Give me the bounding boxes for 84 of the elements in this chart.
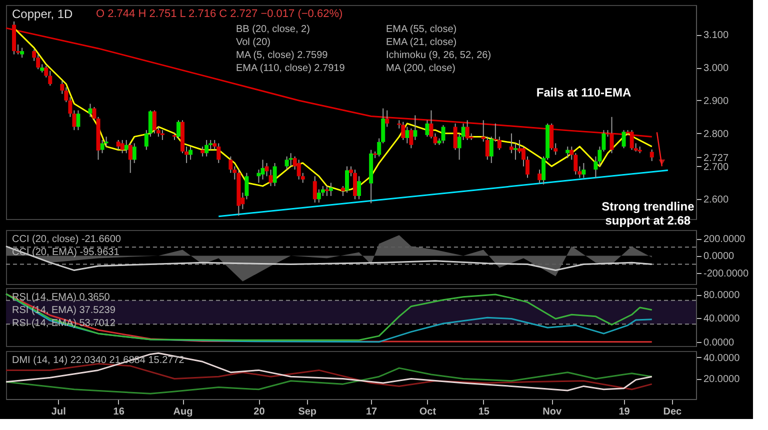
candlestick — [260, 159, 265, 180]
candlestick — [216, 142, 221, 164]
y-tick-label: 2.800 — [704, 128, 729, 140]
y-tick-label: 2.600 — [704, 194, 729, 206]
x-tick-label: Jul — [51, 406, 66, 418]
candlestick — [344, 166, 349, 194]
line-series — [5, 246, 653, 272]
chart-title: Copper, 1D — [12, 7, 74, 21]
candlestick — [284, 156, 289, 170]
candlestick — [312, 176, 317, 204]
annotation: Strong trendline support at 2.68 — [602, 199, 695, 228]
candlestick — [36, 54, 40, 70]
y-tick-label: 0.0000 — [704, 251, 735, 262]
candlestick — [566, 146, 570, 159]
line-series — [5, 352, 653, 392]
candlestick — [441, 124, 446, 144]
y-tick-label: 2.900 — [704, 96, 729, 107]
candlestick — [425, 120, 430, 138]
candlestick — [316, 188, 321, 204]
x-tick-label: Oct — [419, 406, 437, 418]
x-tick-label: Dec — [663, 406, 682, 418]
candlestick — [328, 182, 333, 196]
y-tick-label: 3.100 — [704, 30, 729, 42]
candlestick — [20, 47, 24, 58]
candlestick — [128, 142, 132, 174]
x-tick-label: 19 — [618, 406, 630, 418]
y-tick-label: 80.0000 — [704, 290, 740, 302]
x-tick-label: Aug — [173, 406, 193, 418]
annotation: EMA (55, close) — [386, 24, 457, 35]
candlestick — [48, 70, 52, 86]
candlestick — [357, 176, 362, 200]
y-tick-label: 2.727 — [704, 152, 729, 164]
candlestick — [120, 139, 124, 154]
annotation: MA (5, close) 2.7599 — [236, 50, 328, 61]
candlestick — [124, 139, 128, 154]
x-tick-label: 15 — [478, 406, 490, 418]
candlestick — [650, 149, 654, 162]
candlestick — [538, 169, 542, 184]
candlestick — [200, 146, 205, 157]
candlestick — [188, 146, 193, 160]
y-tick-label: 0.0000 — [704, 337, 735, 348]
x-tick-label: Nov — [542, 406, 562, 418]
candlestick — [324, 186, 329, 196]
candlestick — [353, 169, 358, 200]
candlestick — [176, 120, 180, 139]
candlestick — [116, 139, 120, 150]
y-tick-label: 40.0000 — [704, 352, 740, 364]
candlestick — [132, 142, 136, 164]
annotation: EMA (21, close) — [386, 37, 457, 48]
candlestick — [385, 110, 390, 128]
candlestick — [152, 110, 156, 134]
x-tick-label: 16 — [113, 406, 125, 418]
annotation: CCI (20, close) -21.6600 — [12, 234, 122, 245]
candlestick — [413, 114, 418, 140]
candlestick — [288, 152, 293, 167]
y-tick-label: 3.000 — [704, 63, 729, 74]
candlestick — [622, 130, 626, 149]
candlestick — [272, 162, 277, 187]
candlestick — [204, 139, 209, 157]
annotation: Ichimoku (9, 26, 52, 26) — [386, 50, 492, 61]
line-series — [5, 367, 653, 394]
x-tick-label: Sep — [298, 406, 317, 418]
candlestick — [401, 121, 406, 140]
chart-subtitle: O 2.744 H 2.751 L 2.716 C 2.727 −0.017 (−0.62%) — [96, 8, 343, 20]
candlestick — [88, 103, 92, 118]
y-tick-label: -200.0000 — [704, 268, 749, 280]
candlestick — [582, 162, 586, 178]
candlestick — [405, 126, 410, 144]
x-tick-label: 17 — [366, 406, 378, 418]
candlestick — [76, 110, 80, 131]
annotation: EMA (110, close) 2.7919 — [236, 63, 346, 74]
y-tick-label: 40.0000 — [704, 314, 740, 325]
x-tick-label: 20 — [254, 406, 266, 418]
annotation: MA (200, close) — [386, 63, 456, 74]
y-tick-label: 20.0000 — [704, 374, 740, 386]
candlestick — [160, 130, 164, 140]
candlestick — [100, 139, 104, 154]
y-tick-label: 2.700 — [704, 162, 729, 173]
candlestick — [513, 142, 518, 160]
annotation: Vol (20) — [236, 37, 270, 48]
annotation: Fails at 110-EMA — [536, 85, 632, 100]
candlestick — [296, 159, 301, 180]
annotation: BB (20, close, 2) — [236, 24, 310, 35]
y-tick-label: 200.0000 — [704, 234, 746, 246]
